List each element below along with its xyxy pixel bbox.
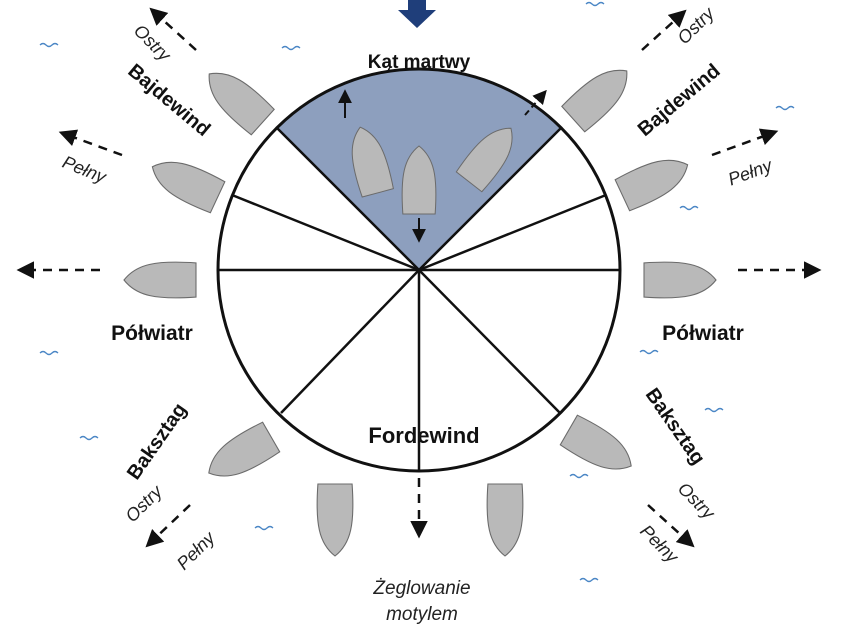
pelny-bottom-left-label: Pełny <box>173 527 220 574</box>
pelny-bottom-right-label: Pełny <box>636 521 683 568</box>
ostry-top-right-label: Ostry <box>673 3 718 48</box>
sailing-circle <box>216 67 622 473</box>
baksztag-left-label: Baksztag <box>123 399 191 484</box>
dead-zone-label: Kąt martwy <box>368 52 471 73</box>
polwiatr-left-label: Półwiatr <box>111 322 193 345</box>
ostry-bottom-left-label: Ostry <box>121 481 166 526</box>
fordewind-label: Fordewind <box>368 423 479 448</box>
pelny-top-left-label: Pełny <box>60 152 110 188</box>
ostry-top-left-label: Ostry <box>130 20 175 65</box>
pelny-top-right-label: Pełny <box>725 155 775 190</box>
bajdewind-left-label: Bajdewind <box>123 60 214 141</box>
baksztag-right-label: Baksztag <box>641 384 709 469</box>
butterfly-label-line2: motylem <box>386 604 458 625</box>
bajdewind-right-label: Bajdewind <box>634 60 725 141</box>
ostry-bottom-right-label: Ostry <box>674 478 719 523</box>
dead-zone-boats <box>338 89 547 243</box>
polwiatr-right-label: Półwiatr <box>662 322 744 345</box>
butterfly-label-line1: Żeglowanie <box>372 578 470 599</box>
course-arrows <box>16 7 822 548</box>
wind-direction-icon <box>398 0 436 28</box>
